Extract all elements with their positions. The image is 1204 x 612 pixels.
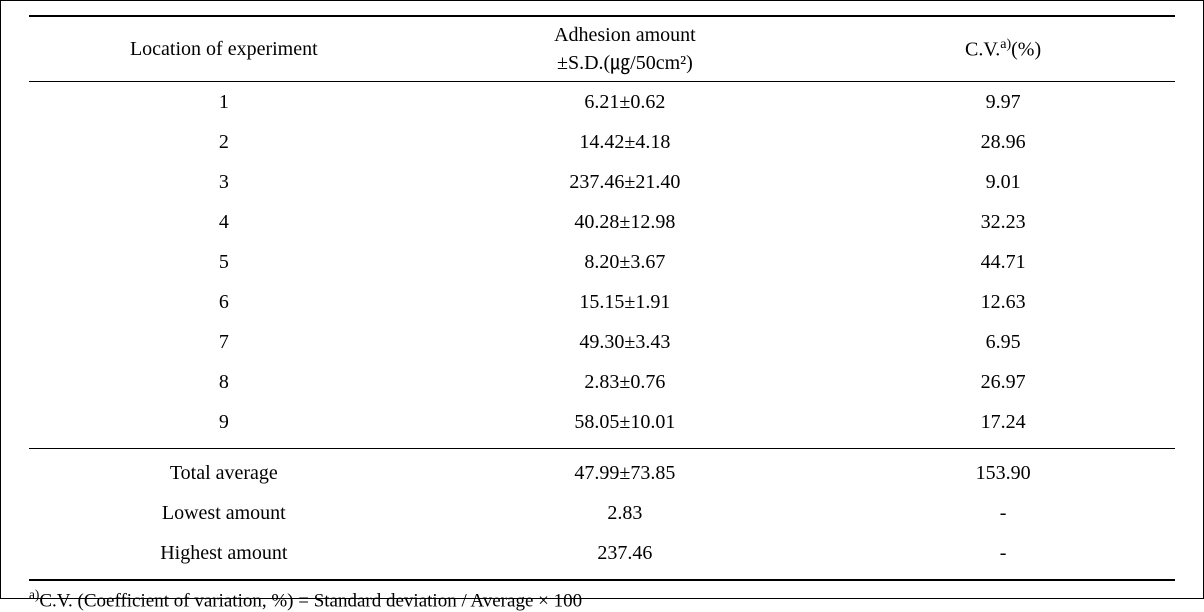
cell-adhesion: 40.28±12.98: [419, 202, 832, 242]
cell-cv: 9.97: [831, 82, 1175, 123]
cell-cv: 9.01: [831, 162, 1175, 202]
header-adhesion: Adhesion amount ±S.D.(㎍/50cm²): [419, 16, 832, 82]
cell-adhesion: 58.05±10.01: [419, 402, 832, 449]
cell-cv: 26.97: [831, 362, 1175, 402]
cell-adhesion: 237.46: [419, 533, 832, 580]
header-cv: C.V.a)(%): [831, 16, 1175, 82]
cell-adhesion: 6.21±0.62: [419, 82, 832, 123]
cell-cv: 17.24: [831, 402, 1175, 449]
footnote-sup: a): [29, 587, 39, 602]
header-adhesion-line2: ±S.D.(㎍/50cm²): [557, 52, 693, 74]
table-row: 5 8.20±3.67 44.71: [29, 242, 1175, 282]
header-cv-post: (%): [1011, 38, 1041, 60]
cell-summary-label: Total average: [29, 449, 419, 494]
table-row: 8 2.83±0.76 26.97: [29, 362, 1175, 402]
cell-location: 7: [29, 322, 419, 362]
cell-cv: 6.95: [831, 322, 1175, 362]
cell-location: 5: [29, 242, 419, 282]
table-row: 3 237.46±21.40 9.01: [29, 162, 1175, 202]
cell-location: 1: [29, 82, 419, 123]
table-row: 1 6.21±0.62 9.97: [29, 82, 1175, 123]
cell-adhesion: 8.20±3.67: [419, 242, 832, 282]
cell-location: 2: [29, 122, 419, 162]
cell-cv: 44.71: [831, 242, 1175, 282]
cell-cv: 28.96: [831, 122, 1175, 162]
cell-adhesion: 47.99±73.85: [419, 449, 832, 494]
header-location: Location of experiment: [29, 16, 419, 82]
footnote: a)C.V. (Coefficient of variation, %) = S…: [29, 587, 1175, 612]
cell-summary-label: Lowest amount: [29, 493, 419, 533]
cell-adhesion: 15.15±1.91: [419, 282, 832, 322]
table-row: 4 40.28±12.98 32.23: [29, 202, 1175, 242]
table-row: 9 58.05±10.01 17.24: [29, 402, 1175, 449]
cell-cv: 32.23: [831, 202, 1175, 242]
cell-adhesion: 237.46±21.40: [419, 162, 832, 202]
cell-location: 8: [29, 362, 419, 402]
summary-row: Lowest amount 2.83 -: [29, 493, 1175, 533]
cell-location: 9: [29, 402, 419, 449]
cell-adhesion: 2.83±0.76: [419, 362, 832, 402]
cell-adhesion: 49.30±3.43: [419, 322, 832, 362]
cell-cv: -: [831, 533, 1175, 580]
header-row: Location of experiment Adhesion amount ±…: [29, 16, 1175, 82]
header-cv-sup: a): [1000, 37, 1011, 52]
table-row: 7 49.30±3.43 6.95: [29, 322, 1175, 362]
cell-adhesion: 14.42±4.18: [419, 122, 832, 162]
table-row: 6 15.15±1.91 12.63: [29, 282, 1175, 322]
cell-location: 3: [29, 162, 419, 202]
header-adhesion-line1: Adhesion amount: [554, 24, 696, 46]
header-cv-pre: C.V.: [965, 38, 1000, 60]
summary-row: Highest amount 237.46 -: [29, 533, 1175, 580]
cell-cv: 12.63: [831, 282, 1175, 322]
footnote-text: C.V. (Coefficient of variation, %) = Sta…: [39, 590, 582, 611]
cell-cv: -: [831, 493, 1175, 533]
summary-row: Total average 47.99±73.85 153.90: [29, 449, 1175, 494]
cell-adhesion: 2.83: [419, 493, 832, 533]
experiment-table: Location of experiment Adhesion amount ±…: [29, 15, 1175, 581]
table-row: 2 14.42±4.18 28.96: [29, 122, 1175, 162]
cell-location: 4: [29, 202, 419, 242]
cell-location: 6: [29, 282, 419, 322]
cell-cv: 153.90: [831, 449, 1175, 494]
cell-summary-label: Highest amount: [29, 533, 419, 580]
